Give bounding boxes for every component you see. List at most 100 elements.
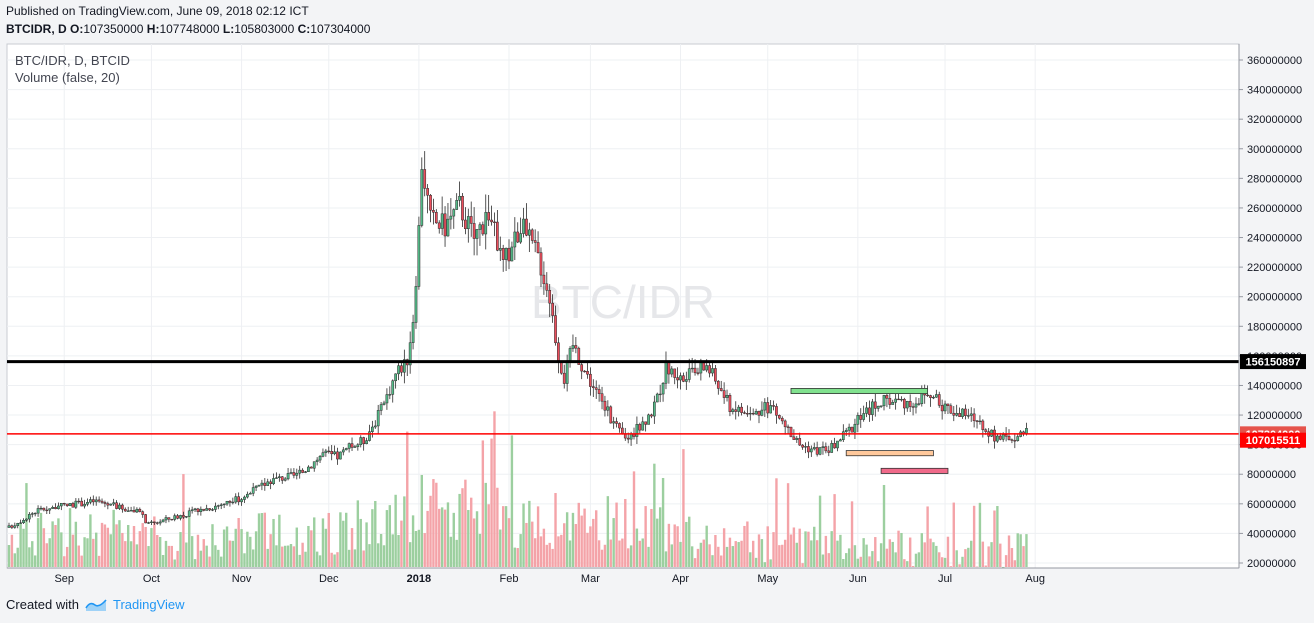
volume-bar [22, 528, 25, 567]
candle-body [59, 502, 63, 507]
legend-volume: Volume (false, 20) [15, 70, 120, 85]
candle-body [33, 512, 37, 515]
volume-bar [583, 508, 586, 567]
candle-body [748, 412, 752, 415]
candle-body [891, 402, 895, 405]
volume-bar [420, 474, 423, 567]
candle-body [138, 508, 142, 512]
orange-target-box[interactable] [845, 450, 934, 457]
volume-bar [394, 494, 397, 567]
candle-body [283, 478, 287, 481]
volume-bar [170, 545, 173, 567]
volume-bar [211, 524, 214, 567]
volume-bar [565, 512, 569, 567]
volume-bar [295, 527, 298, 567]
volume-bar [882, 484, 886, 567]
y-tick-label: 280000000 [1247, 173, 1302, 185]
candle-body [426, 188, 429, 196]
volume-bar [533, 538, 537, 567]
candle-body [946, 403, 950, 406]
candle-body [461, 195, 464, 221]
candle-body [981, 420, 985, 431]
candle-body [653, 401, 656, 417]
volume-bar [923, 542, 926, 567]
green-target-box[interactable] [790, 388, 929, 395]
volume-bar [260, 513, 264, 567]
candle-body [952, 412, 956, 416]
volume-bar [743, 525, 746, 567]
candle-body [257, 484, 261, 487]
candle-body [673, 368, 677, 378]
horizontal-lines[interactable] [7, 360, 1239, 435]
volume-bar [940, 557, 944, 567]
candle-body [248, 493, 252, 495]
candle-body [234, 496, 238, 503]
volume-bar [220, 556, 223, 567]
candle-body [493, 221, 496, 223]
candle-body [39, 507, 43, 510]
candle-body [153, 521, 156, 523]
volume-bar [432, 479, 435, 567]
candle-body [382, 402, 386, 405]
volume-bar [1001, 566, 1005, 568]
volume-bar [728, 537, 732, 567]
candle-body [484, 212, 488, 235]
price-label-text: 107015511 [1246, 435, 1300, 447]
volume-bar [202, 539, 205, 567]
ohlc-line: BTCIDR, D O:107350000 H:107748000 L:1058… [6, 22, 370, 36]
candle-body [27, 514, 31, 520]
candle-body [100, 500, 104, 503]
volume-bar [589, 526, 592, 567]
volume-bar [504, 506, 508, 567]
volume-bar [827, 553, 830, 567]
volume-bar [470, 497, 473, 567]
candle-body [464, 219, 467, 230]
time-axis[interactable]: Sep Oct Nov Dec 2018 Feb Mar Apr May Jun Jul Aug [54, 573, 1045, 585]
candle-body [769, 405, 772, 414]
x-tick-label: Oct [143, 573, 160, 585]
tradingview-brand[interactable]: TradingView [85, 597, 185, 612]
x-tick-label: Apr [672, 573, 689, 585]
price-axis[interactable]: 360000000 340000000 320000000 300000000 2800… [1239, 55, 1302, 570]
candle-body [121, 504, 124, 510]
volume-bar [397, 535, 400, 567]
candle-body [772, 405, 775, 407]
candle-body [917, 403, 921, 405]
candle-body [126, 510, 130, 512]
candle-body [606, 406, 610, 411]
candle-body [978, 420, 982, 423]
candle-body [397, 365, 400, 375]
candle-body [757, 411, 761, 416]
candle-body [222, 503, 226, 506]
target-boxes[interactable] [790, 388, 949, 474]
tradingview-brand-label: TradingView [112, 597, 185, 612]
footer: Created with TradingView [6, 597, 185, 612]
volume-bar [908, 537, 912, 567]
volume-bar [39, 512, 43, 567]
candle-body [513, 231, 517, 248]
candle-body [565, 360, 569, 384]
candle-body [443, 213, 447, 237]
candle-body [362, 437, 366, 445]
x-tick-label: May [757, 573, 778, 585]
volume-bar [970, 540, 973, 567]
candle-body [966, 415, 970, 417]
candle-body [812, 447, 816, 450]
volume-bar [266, 548, 269, 567]
pink-target-box[interactable] [880, 467, 949, 474]
candle-body [856, 415, 860, 425]
candle-body [562, 372, 566, 384]
price-labels: 156150897107304000107015511 [1240, 354, 1306, 448]
candle-body [949, 405, 953, 414]
candle-body [187, 510, 191, 517]
volume-bar [408, 542, 412, 567]
candle-body [91, 499, 95, 503]
candle-body [10, 525, 14, 528]
candle-body [766, 402, 770, 414]
close-key: C: [297, 22, 311, 36]
candle-body [894, 398, 897, 403]
candle-body [522, 218, 525, 234]
candle-body [687, 368, 691, 380]
candle-body [403, 359, 406, 373]
